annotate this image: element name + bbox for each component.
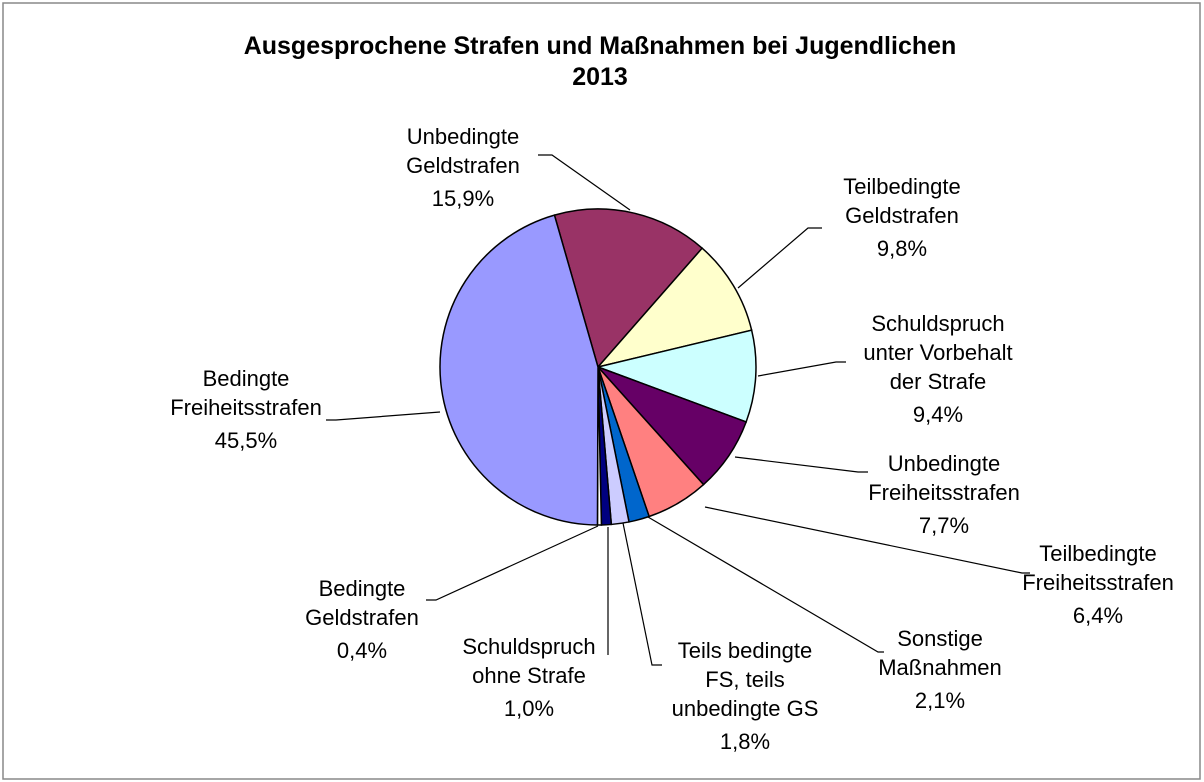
- slice-value-label: 9,8%: [877, 236, 927, 261]
- leader-line: [704, 506, 1030, 574]
- leader-line: [538, 154, 631, 211]
- slice-label: Unbedingte Geldstrafen: [406, 124, 520, 178]
- leader-line: [622, 522, 662, 666]
- slice-label: Sonstige Maßnahmen: [878, 626, 1002, 680]
- slice-value-label: 1,0%: [504, 696, 554, 721]
- slice-value-label: 45,5%: [215, 428, 277, 453]
- slice-label: Teilbedingte Freiheitsstrafen: [1022, 541, 1174, 595]
- slice-label: Schuldspruch ohne Strafe: [462, 634, 595, 688]
- leader-line: [647, 516, 884, 653]
- slice-value-label: 9,4%: [913, 402, 963, 427]
- leader-line: [734, 456, 868, 473]
- slice-value-label: 2,1%: [915, 688, 965, 713]
- slice-label: Unbedingte Freiheitsstrafen: [868, 451, 1020, 505]
- leader-line: [326, 411, 441, 421]
- chart-title: Ausgesprochene Strafen und Maßnahmen bei…: [244, 32, 957, 91]
- pie-slice: [439, 214, 599, 526]
- pie-slice: [595, 247, 753, 369]
- slice-label: Schuldspruch unter Vorbehalt der Strafe: [863, 311, 1012, 394]
- slice-label: Bedingte Geldstrafen: [305, 576, 419, 630]
- slice-value-label: 6,4%: [1073, 603, 1123, 628]
- leader-line: [757, 361, 846, 377]
- pie-slice: [595, 329, 757, 423]
- pie-slice: [553, 208, 704, 369]
- slice-label: Teils bedingte FS, teils unbedingte GS: [672, 638, 819, 721]
- slice-value-label: 7,7%: [919, 513, 969, 538]
- slice-value-label: 15,9%: [432, 186, 494, 211]
- slice-label: Bedingte Freiheitsstrafen: [170, 366, 322, 420]
- slice-label: Teilbedingte Geldstrafen: [843, 174, 960, 228]
- slice-value-label: 1,8%: [720, 729, 770, 754]
- slice-value-label: 0,4%: [337, 638, 387, 663]
- leader-line: [426, 525, 599, 601]
- leader-line: [737, 227, 822, 289]
